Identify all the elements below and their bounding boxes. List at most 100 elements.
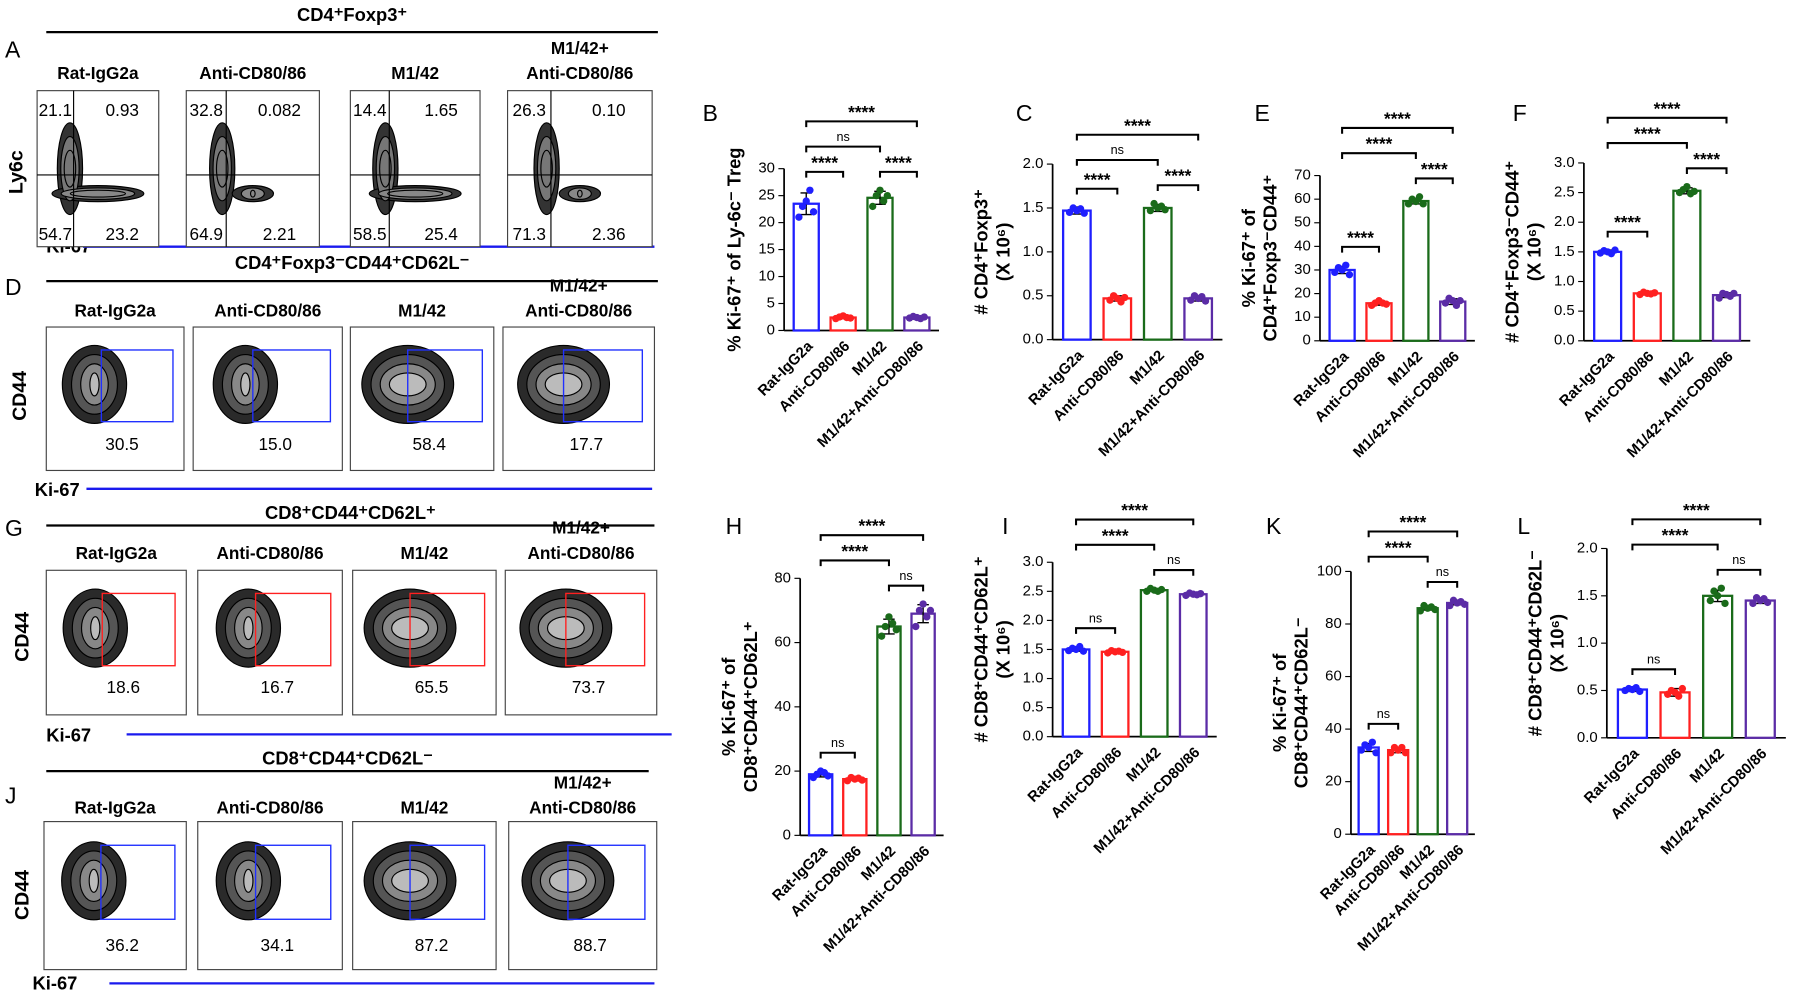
data-point [1146, 206, 1155, 215]
data-point [883, 191, 892, 200]
y-tick-label: 20 [1325, 774, 1342, 790]
y-tick-label: 0.5 [1554, 303, 1575, 319]
significance-label: **** [1121, 500, 1148, 520]
significance-label: ns [1436, 565, 1449, 579]
data-point [872, 191, 881, 200]
significance-bracket [1341, 152, 1417, 159]
data-point [1118, 648, 1127, 657]
significance-label: **** [1102, 525, 1129, 545]
y-tick-label: 0.5 [1577, 682, 1598, 698]
y-tick-label: 0.0 [1554, 333, 1575, 349]
gate-percent: 25.4 [424, 224, 458, 244]
gate-percent: 23.2 [106, 224, 139, 244]
plot-frame [185, 90, 320, 248]
sample-name: M1/42+ [552, 518, 610, 538]
contour-plot [61, 344, 128, 424]
significance-bracket [1606, 116, 1728, 124]
panel-letter: K [1266, 513, 1282, 539]
y-axis-label: CD8⁺CD44⁺CD62L⁻ [1291, 617, 1312, 788]
data-point [868, 202, 877, 211]
y-tick-label: 3.0 [1554, 155, 1575, 171]
contour [63, 149, 77, 188]
data-point [1196, 589, 1205, 598]
data-point [1079, 647, 1088, 655]
y-axis-label: # CD8⁺CD44⁺CD62L⁻ [1525, 550, 1546, 736]
contour [89, 372, 100, 397]
sample-name: M1/42+ [551, 38, 609, 58]
bar [876, 625, 902, 837]
data-point [877, 632, 886, 640]
data-point [1683, 182, 1691, 191]
gate [562, 349, 644, 423]
panel-letter: H [726, 513, 743, 539]
y-axis-label: (X 10⁶) [992, 620, 1013, 678]
y-axis-label: # CD8⁺CD44⁺CD62L⁺ [970, 556, 991, 742]
gate [409, 844, 486, 920]
gate [252, 349, 332, 423]
y-axis-label: CD44 [11, 612, 33, 662]
significance-bracket [1075, 518, 1195, 526]
panel-title: CD4⁺Foxp3⁺ [297, 4, 407, 25]
x-axis-label: Ki-67 [35, 479, 80, 500]
y-tick-label: 2.5 [1554, 185, 1575, 201]
data-point [919, 600, 927, 608]
gate-percent: 58.5 [353, 224, 386, 244]
bar [1439, 300, 1467, 342]
bar [1386, 748, 1410, 836]
data-point [1763, 598, 1772, 607]
significance-label: **** [1400, 512, 1427, 532]
gate-percent: 0.93 [106, 100, 139, 120]
significance-bracket [1341, 245, 1381, 253]
gate-percent: 32.8 [190, 100, 223, 120]
gate-percent: 2.36 [592, 224, 625, 244]
significance-label: ns [831, 736, 844, 750]
gate-percent: 0.10 [592, 100, 625, 120]
panel-letter: J [5, 783, 16, 809]
data-point [824, 772, 832, 780]
data-point [1636, 687, 1644, 696]
gate [407, 349, 484, 423]
significance-label: **** [1693, 149, 1720, 169]
panel-letter: I [1002, 513, 1008, 539]
plot-frame [349, 90, 481, 248]
significance-label: **** [885, 152, 912, 172]
significance-label: **** [858, 516, 885, 536]
bar [1102, 297, 1133, 341]
gate-percent: 71.3 [513, 224, 546, 244]
bar [1178, 593, 1208, 738]
y-tick-label: 10 [1294, 309, 1311, 325]
significance-bracket [1341, 126, 1454, 134]
y-tick-label: 1.0 [1577, 635, 1598, 651]
panel-letter: L [1517, 513, 1530, 539]
data-point [923, 613, 931, 621]
panel-letter: A [5, 37, 21, 63]
significance-label: **** [1662, 525, 1689, 545]
significance-bracket [1075, 187, 1119, 195]
sample-name: Anti-CD80/86 [526, 63, 633, 83]
bar [1357, 746, 1380, 836]
data-point [795, 213, 803, 221]
data-point [1730, 289, 1738, 298]
plot-frame [506, 90, 653, 248]
y-axis-label: Ly6c [6, 150, 28, 194]
y-tick-label: 0.0 [1577, 730, 1598, 746]
sample-name: Anti-CD80/86 [217, 798, 324, 818]
y-tick-label: 2.0 [1577, 540, 1598, 556]
gate-percent: 2.21 [263, 224, 296, 244]
data-point [920, 313, 928, 321]
data-point [885, 613, 893, 621]
significance-label: **** [848, 102, 875, 122]
significance-bracket [1156, 184, 1200, 191]
data-point [915, 606, 924, 615]
y-tick-label: 100 [1317, 563, 1342, 579]
data-point [912, 622, 920, 631]
data-point [1431, 605, 1439, 614]
panel-letter: B [703, 100, 718, 126]
significance-label: **** [1347, 227, 1374, 247]
y-axis-label: # CD4⁺Foxp3⁺ [970, 189, 991, 314]
x-tick-label: Anti-CD80/86 [1581, 349, 1658, 426]
gate [254, 592, 332, 667]
data-point [888, 619, 897, 627]
gate-percent: 88.7 [573, 935, 606, 955]
